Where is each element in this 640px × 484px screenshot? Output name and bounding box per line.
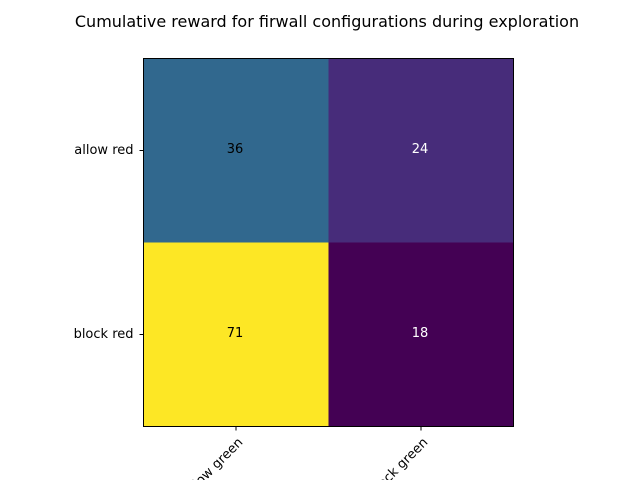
heatmap-cell [143, 242, 329, 427]
heatmap-cell [328, 242, 514, 427]
cell-value-label: 71 [227, 326, 244, 341]
y-axis: allow red block red [74, 143, 144, 342]
heatmap-cells [143, 58, 514, 427]
heatmap-cell [328, 58, 514, 243]
y-tick-label: block red [74, 327, 134, 342]
y-tick-label: allow red [74, 143, 133, 158]
cell-value-label: 24 [412, 142, 429, 157]
cell-value-label: 18 [412, 326, 429, 341]
heatmap-cell [143, 58, 329, 243]
chart-title: Cumulative reward for firwall configurat… [75, 12, 579, 31]
plot-frame [143, 58, 514, 427]
cell-value-label: 36 [227, 142, 244, 157]
heatmap-cell-labels: 36 24 71 18 [227, 142, 429, 341]
